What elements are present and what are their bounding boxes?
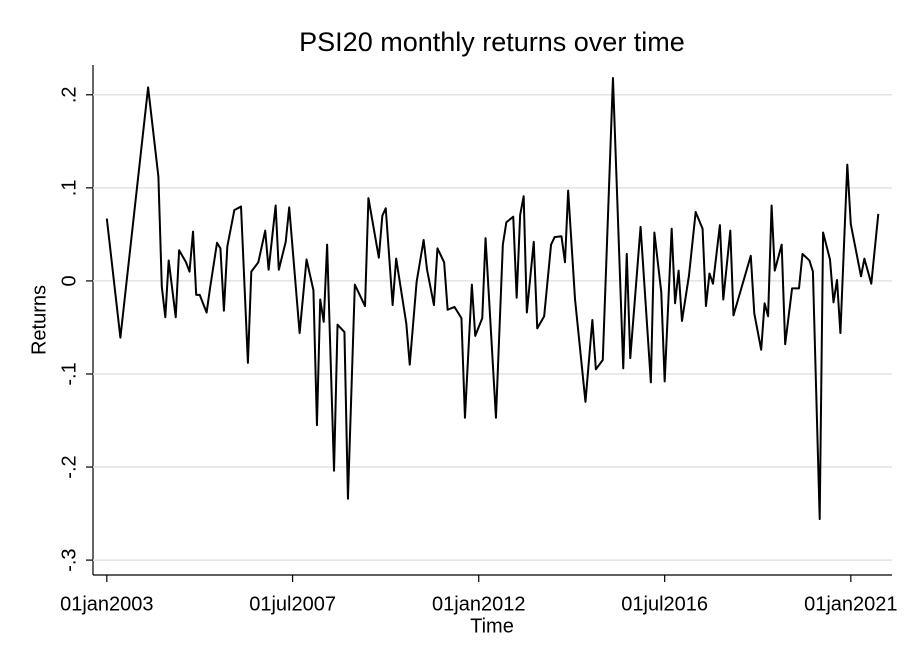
y-tick-label: .2	[58, 86, 80, 103]
plot-area	[93, 65, 892, 575]
y-tick-label: 0	[58, 275, 80, 286]
y-tick-label: -.1	[58, 362, 80, 385]
x-axis-label: Time	[470, 615, 514, 637]
chart-title: PSI20 monthly returns over time	[299, 27, 685, 57]
y-tick-label: -.2	[58, 455, 80, 478]
y-axis-label: Returns	[28, 285, 50, 355]
x-tick-label: 01jul2016	[621, 593, 708, 615]
x-tick-label: 01jan2021	[804, 593, 897, 615]
y-tick-label: -.3	[58, 548, 80, 571]
x-tick-label: 01jan2003	[60, 593, 153, 615]
y-tick-label: .1	[58, 180, 80, 197]
x-tick-label: 01jan2012	[432, 593, 525, 615]
x-tick-label: 01jul2007	[249, 593, 336, 615]
line-series	[105, 77, 880, 521]
